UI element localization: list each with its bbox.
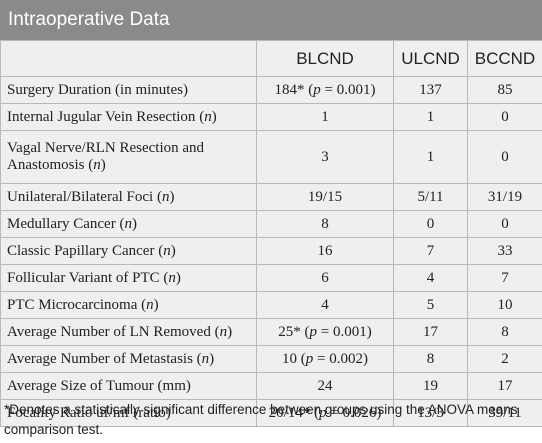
- cell-bccnd: 2: [467, 345, 542, 373]
- cell-bccnd: 0: [467, 103, 542, 131]
- table-row: Medullary Cancer (n) 8 0 0: [0, 210, 542, 238]
- cell-bccnd: 7: [467, 264, 542, 292]
- cell-bccnd: 39/11: [467, 399, 542, 427]
- cell-ulcnd: 4: [393, 264, 468, 292]
- cell-bccnd: 0: [467, 130, 542, 184]
- row-label: Focality Ratio uf/mf (ratio): [0, 399, 257, 427]
- cell-blcnd: 3: [256, 130, 394, 184]
- cell-ulcnd: 8: [393, 345, 468, 373]
- cell-bccnd: 10: [467, 291, 542, 319]
- cell-ulcnd: 17: [393, 318, 468, 346]
- table-row: Focality Ratio uf/mf (ratio) 20/14* (p = …: [0, 399, 542, 427]
- table-row: Unilateral/Bilateral Foci (n) 19/15 5/11 31…: [0, 183, 542, 211]
- cell-blcnd: 10 (p = 0.002): [256, 345, 394, 373]
- cell-bccnd: 33: [467, 237, 542, 265]
- table-row: Average Number of Metastasis (n) 10 (p = …: [0, 345, 542, 373]
- cell-blcnd: 6: [256, 264, 394, 292]
- table-footnote: *Denotes a statistically significant dif…: [4, 402, 518, 437]
- cell-blcnd: 25* (p = 0.001): [256, 318, 394, 346]
- table-row: PTC Microcarcinoma (n) 4 5 10: [0, 291, 542, 319]
- column-header-bccnd: BCCND: [467, 40, 542, 77]
- cell-bccnd: 8: [467, 318, 542, 346]
- header-row: BLCND ULCND BCCND: [0, 40, 542, 77]
- cell-bccnd: 31/19: [467, 183, 542, 211]
- table-row: Vagal Nerve/RLN Resection and Anastomosi…: [0, 130, 542, 184]
- cell-blcnd: 184* (p = 0.001): [256, 76, 394, 104]
- cell-blcnd: 24: [256, 372, 394, 400]
- table-row: Internal Jugular Vein Resection (n) 1 1 0: [0, 103, 542, 131]
- table-row: Surgery Duration (in minutes) 184* (p = 0…: [0, 76, 542, 104]
- table-row: Average Size of Tumour (mm) 24 19 17: [0, 372, 542, 400]
- cell-ulcnd: 1: [393, 130, 468, 184]
- cell-ulcnd: 19: [393, 372, 468, 400]
- cell-blcnd: 1: [256, 103, 394, 131]
- cell-bccnd: 85: [467, 76, 542, 104]
- row-label: Unilateral/Bilateral Foci (n): [0, 183, 257, 211]
- column-header-ulcnd: ULCND: [393, 40, 468, 77]
- row-label: Surgery Duration (in minutes): [0, 76, 257, 104]
- row-label: Medullary Cancer (n): [0, 210, 257, 238]
- cell-ulcnd: 0: [393, 210, 468, 238]
- table-row: Follicular Variant of PTC (n) 6 4 7: [0, 264, 542, 292]
- cell-blcnd: 20/14* (p = 0.026): [256, 399, 394, 427]
- row-label: Vagal Nerve/RLN Resection and Anastomosi…: [0, 130, 257, 184]
- row-label: Classic Papillary Cancer (n): [0, 237, 257, 265]
- cell-blcnd: 16: [256, 237, 394, 265]
- row-label: Internal Jugular Vein Resection (n): [0, 103, 257, 131]
- cell-blcnd: 19/15: [256, 183, 394, 211]
- cell-ulcnd: 1: [393, 103, 468, 131]
- cell-blcnd: 8: [256, 210, 394, 238]
- row-label: Follicular Variant of PTC (n): [0, 264, 257, 292]
- cell-ulcnd: 5: [393, 291, 468, 319]
- table-body: Surgery Duration (in minutes) 184* (p = 0…: [0, 76, 542, 427]
- intraoperative-data-table: BLCND ULCND BCCND Surgery Duration (in m…: [0, 40, 542, 427]
- row-label: PTC Microcarcinoma (n): [0, 291, 257, 319]
- cell-blcnd: 4: [256, 291, 394, 319]
- table-row: Average Number of LN Removed (n) 25* (p =…: [0, 318, 542, 346]
- cell-ulcnd: 13/3: [393, 399, 468, 427]
- cell-bccnd: 0: [467, 210, 542, 238]
- table-title: Intraoperative Data: [0, 0, 542, 40]
- row-label: Average Number of LN Removed (n): [0, 318, 257, 346]
- row-label: Average Size of Tumour (mm): [0, 372, 257, 400]
- cell-ulcnd: 5/11: [393, 183, 468, 211]
- table-row: Classic Papillary Cancer (n) 16 7 33: [0, 237, 542, 265]
- column-header: [0, 40, 257, 77]
- column-header-blcnd: BLCND: [256, 40, 394, 77]
- cell-ulcnd: 7: [393, 237, 468, 265]
- cell-ulcnd: 137: [393, 76, 468, 104]
- cell-bccnd: 17: [467, 372, 542, 400]
- row-label: Average Number of Metastasis (n): [0, 345, 257, 373]
